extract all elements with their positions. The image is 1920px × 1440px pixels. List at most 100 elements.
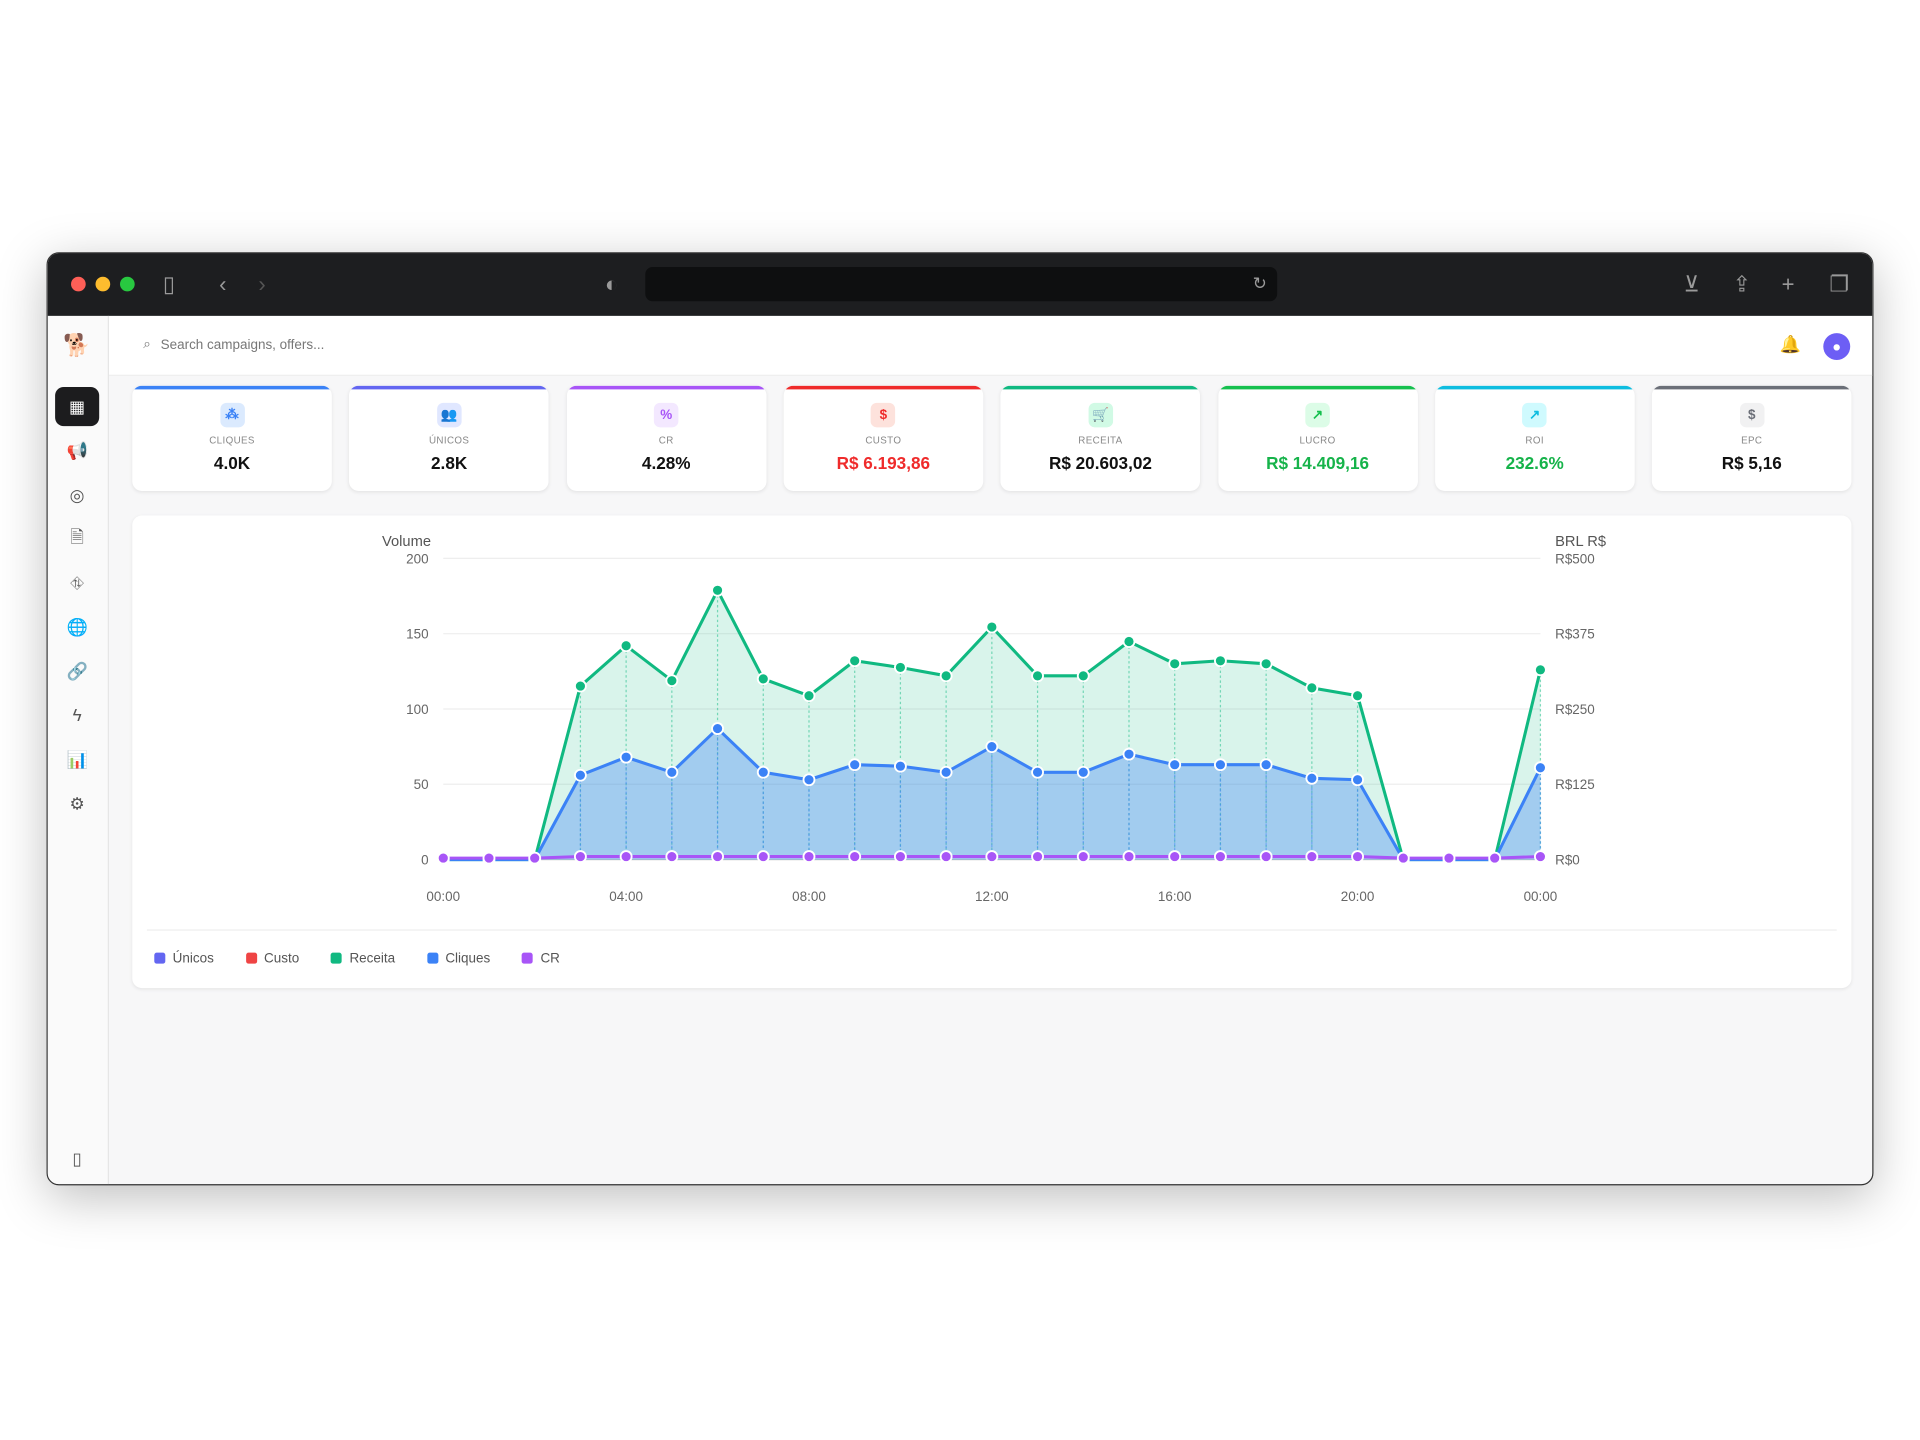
- y2-tick-label: R$0: [1555, 852, 1580, 867]
- kpi-value: R$ 14.409,16: [1266, 453, 1370, 473]
- reload-icon[interactable]: ↻: [1252, 273, 1268, 293]
- kpi-accent-bar: [132, 385, 332, 390]
- volume-revenue-chart: 0 R$0 50 R$125 100 R$250 150 R$375 200 R$500 Volum…: [382, 534, 1606, 904]
- minimize-window-button[interactable]: [95, 276, 111, 292]
- legend-swatch: [331, 952, 343, 964]
- sidebar-item-links[interactable]: 🔗: [66, 660, 88, 681]
- kpi-value: 4.0K: [213, 453, 251, 473]
- point-receita: [1213, 654, 1227, 668]
- browser-titlebar: ▯ ‹ › ◐ ↻ ⊻ ⇪ + ❐: [47, 253, 1873, 316]
- new-tab-icon[interactable]: +: [1781, 271, 1795, 297]
- kpi-label: EPC: [1741, 434, 1763, 446]
- kpi-value: 2.8K: [431, 453, 468, 473]
- arrow-up-right-icon: ↗: [1522, 402, 1547, 428]
- legend-item[interactable]: Custo: [245, 951, 300, 967]
- kpi-accent-bar: [1651, 385, 1852, 390]
- point-receita: [1259, 657, 1273, 671]
- legend-item[interactable]: Únicos: [154, 951, 214, 966]
- kpi-label: CR: [658, 434, 674, 446]
- sidebar-item-targets[interactable]: ◎: [69, 484, 85, 504]
- collapse-sidebar-icon[interactable]: ▯: [72, 1147, 82, 1168]
- dollar-icon: $: [1739, 402, 1765, 428]
- point-cr: [1533, 850, 1547, 864]
- x-tick-label: 08:00: [792, 889, 826, 904]
- sidebar-item-campaigns[interactable]: 📢: [66, 440, 88, 460]
- sidebar-item-reports[interactable]: 📊: [66, 748, 88, 769]
- point-receita: [1031, 669, 1044, 683]
- kpi-value: 232.6%: [1505, 453, 1564, 473]
- point-receita: [711, 583, 724, 597]
- bell-icon[interactable]: 🔔: [1779, 334, 1802, 354]
- point-cliques: [619, 750, 633, 764]
- point-cr: [939, 850, 953, 864]
- back-icon[interactable]: ‹: [219, 271, 227, 297]
- kpi-accent-bar: [783, 385, 984, 390]
- y2-tick-label: R$125: [1555, 777, 1595, 792]
- right-axis-title: BRL R$: [1555, 534, 1606, 550]
- sidebar-item-automation[interactable]: ϟ: [72, 705, 82, 725]
- maximize-window-button[interactable]: [120, 276, 135, 292]
- top-header: ⌕ Search campaigns, offers... 🔔 ●: [108, 315, 1873, 376]
- point-cr: [1442, 851, 1456, 865]
- kpi-label: CLIQUES: [209, 434, 255, 446]
- divider: [146, 929, 1837, 931]
- kpi-card-cliques: ⁂ CLIQUES 4.0K: [132, 385, 332, 492]
- point-cr: [1351, 850, 1364, 864]
- legend-swatch: [154, 952, 166, 964]
- left-axis-title: Volume: [382, 534, 431, 550]
- share-icon[interactable]: ⇪: [1732, 271, 1752, 297]
- point-cliques: [665, 765, 679, 779]
- chart-legend: Únicos Custo Receita Cliques CR: [154, 951, 560, 966]
- avatar[interactable]: ●: [1823, 333, 1851, 361]
- legend-label: Cliques: [445, 951, 491, 967]
- sidebar-item-networks[interactable]: ⛗: [70, 572, 84, 593]
- close-window-button[interactable]: [71, 276, 86, 292]
- point-cliques: [756, 765, 770, 779]
- forward-icon[interactable]: ›: [258, 271, 266, 297]
- sidebar-item-settings[interactable]: ⚙: [69, 792, 85, 813]
- point-receita: [985, 620, 999, 634]
- point-cliques: [1122, 747, 1136, 761]
- point-cr: [528, 851, 542, 865]
- sidebar-item-dashboard[interactable]: ▦: [55, 386, 100, 427]
- sidebar-toggle-icon[interactable]: ▯: [162, 271, 175, 297]
- point-cliques: [802, 773, 816, 787]
- point-receita: [939, 669, 953, 683]
- point-cliques: [985, 740, 999, 754]
- kpi-value: R$ 5,16: [1721, 453, 1782, 473]
- kpi-card-lucro: ↗ LUCRO R$ 14.409,16: [1217, 385, 1418, 492]
- legend-item[interactable]: CR: [522, 951, 560, 966]
- x-tick-label: 04:00: [609, 889, 643, 904]
- legend-item[interactable]: Cliques: [426, 951, 491, 967]
- point-cr: [436, 851, 450, 865]
- address-bar[interactable]: ↻: [645, 266, 1278, 302]
- search-input[interactable]: ⌕ Search campaigns, offers...: [143, 337, 324, 353]
- point-cr: [1031, 850, 1044, 864]
- logo-dog-icon[interactable]: 🐕: [63, 332, 91, 357]
- sidebar-item-countries[interactable]: 🌐: [66, 616, 88, 637]
- dollar-icon: $: [871, 402, 896, 428]
- point-receita: [802, 689, 816, 703]
- kpi-label: CUSTO: [865, 434, 902, 446]
- legend-item[interactable]: Receita: [331, 951, 395, 966]
- tabs-icon[interactable]: ❐: [1829, 271, 1850, 297]
- kpi-label: ÚNICOS: [428, 434, 470, 446]
- percent-icon: %: [653, 402, 679, 428]
- kpi-card-cr: % CR 4.28%: [566, 385, 767, 492]
- sidebar-item-offers[interactable]: 🗎: [70, 526, 85, 547]
- point-receita: [1305, 681, 1319, 695]
- kpi-card-roi: ↗ ROI 232.6%: [1434, 385, 1635, 492]
- kpi-label: ROI: [1525, 434, 1544, 446]
- point-cliques: [573, 768, 587, 782]
- point-cr: [1305, 850, 1319, 864]
- download-icon[interactable]: ⊻: [1683, 271, 1700, 297]
- point-cliques: [848, 758, 862, 772]
- point-receita: [1351, 689, 1364, 703]
- point-cliques: [1213, 758, 1227, 772]
- point-cliques: [711, 722, 724, 735]
- sidebar: 🐕 ▦ 📢 ◎ 🗎 ⛗ 🌐 🔗 ϟ 📊 ⚙ ▯: [47, 315, 109, 1185]
- point-cr: [1396, 851, 1410, 865]
- search-placeholder: Search campaigns, offers...: [160, 337, 325, 353]
- legend-label: Custo: [264, 951, 300, 967]
- y2-tick-label: R$250: [1555, 702, 1595, 717]
